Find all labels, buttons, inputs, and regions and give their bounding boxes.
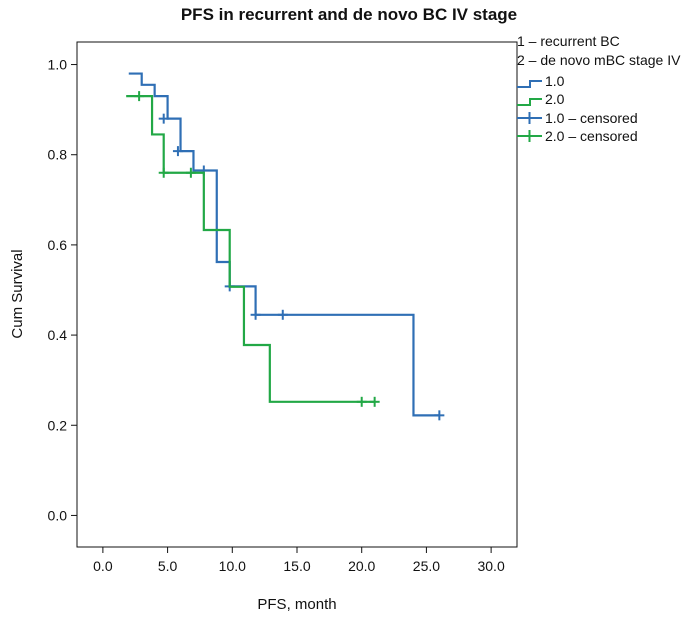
x-axis-ticks: 0.0 5.0 10.0 15.0 20.0 25.0 30.0: [93, 547, 505, 574]
x-axis-label: PFS, month: [257, 596, 336, 613]
y-axis-ticks: 0.0 0.2 0.4 0.6 0.8 1.0: [48, 57, 77, 523]
x-tick-label: 0.0: [93, 558, 113, 574]
series-2-censored-mark: [158, 167, 169, 178]
x-tick-label: 15.0: [283, 558, 310, 574]
x-tick-label: 25.0: [413, 558, 440, 574]
series-2-censored-mark: [369, 396, 380, 407]
y-tick-label: 0.6: [48, 237, 68, 253]
y-tick-label: 0.4: [48, 327, 68, 343]
x-tick-label: 20.0: [348, 558, 375, 574]
legend: 1 – recurrent BC 2 – de novo mBC stage I…: [517, 33, 681, 144]
series-1-line: [128, 72, 440, 417]
legend-censored-2-swatch: [517, 130, 542, 142]
legend-label-2-censored: 2.0 – censored: [545, 128, 638, 144]
series-2-censored-mark: [134, 91, 145, 102]
y-tick-label: 0.0: [48, 507, 68, 523]
series-layer: [126, 72, 445, 421]
series-1-censored-mark: [277, 309, 288, 320]
series-1-censored-mark: [250, 309, 261, 320]
series-2-line: [126, 95, 375, 403]
x-tick-label: 5.0: [158, 558, 178, 574]
series-1-censored-mark: [158, 113, 169, 124]
series-2-censored-mark: [185, 167, 196, 178]
series-1-censored-mark: [172, 146, 183, 157]
legend-label-1: 1.0: [545, 73, 565, 89]
series-1-censored-mark: [434, 410, 445, 421]
legend-header-1: 1 – recurrent BC: [517, 33, 620, 49]
y-axis-label: Cum Survival: [9, 249, 26, 338]
y-tick-label: 0.2: [48, 417, 68, 433]
chart-title: PFS in recurrent and de novo BC IV stage: [181, 5, 517, 24]
legend-line-2-swatch: [517, 98, 542, 106]
x-tick-label: 10.0: [219, 558, 246, 574]
legend-header-2: 2 – de novo mBC stage IV: [517, 52, 681, 68]
y-tick-label: 1.0: [48, 57, 68, 73]
y-tick-label: 0.8: [48, 147, 68, 163]
x-tick-label: 30.0: [477, 558, 504, 574]
legend-label-1-censored: 1.0 – censored: [545, 110, 638, 126]
plot-frame: [76, 41, 518, 548]
legend-censored-1-swatch: [517, 112, 542, 124]
series-2-censored-mark: [356, 396, 367, 407]
legend-line-1-swatch: [517, 80, 542, 88]
legend-label-2: 2.0: [545, 91, 565, 107]
